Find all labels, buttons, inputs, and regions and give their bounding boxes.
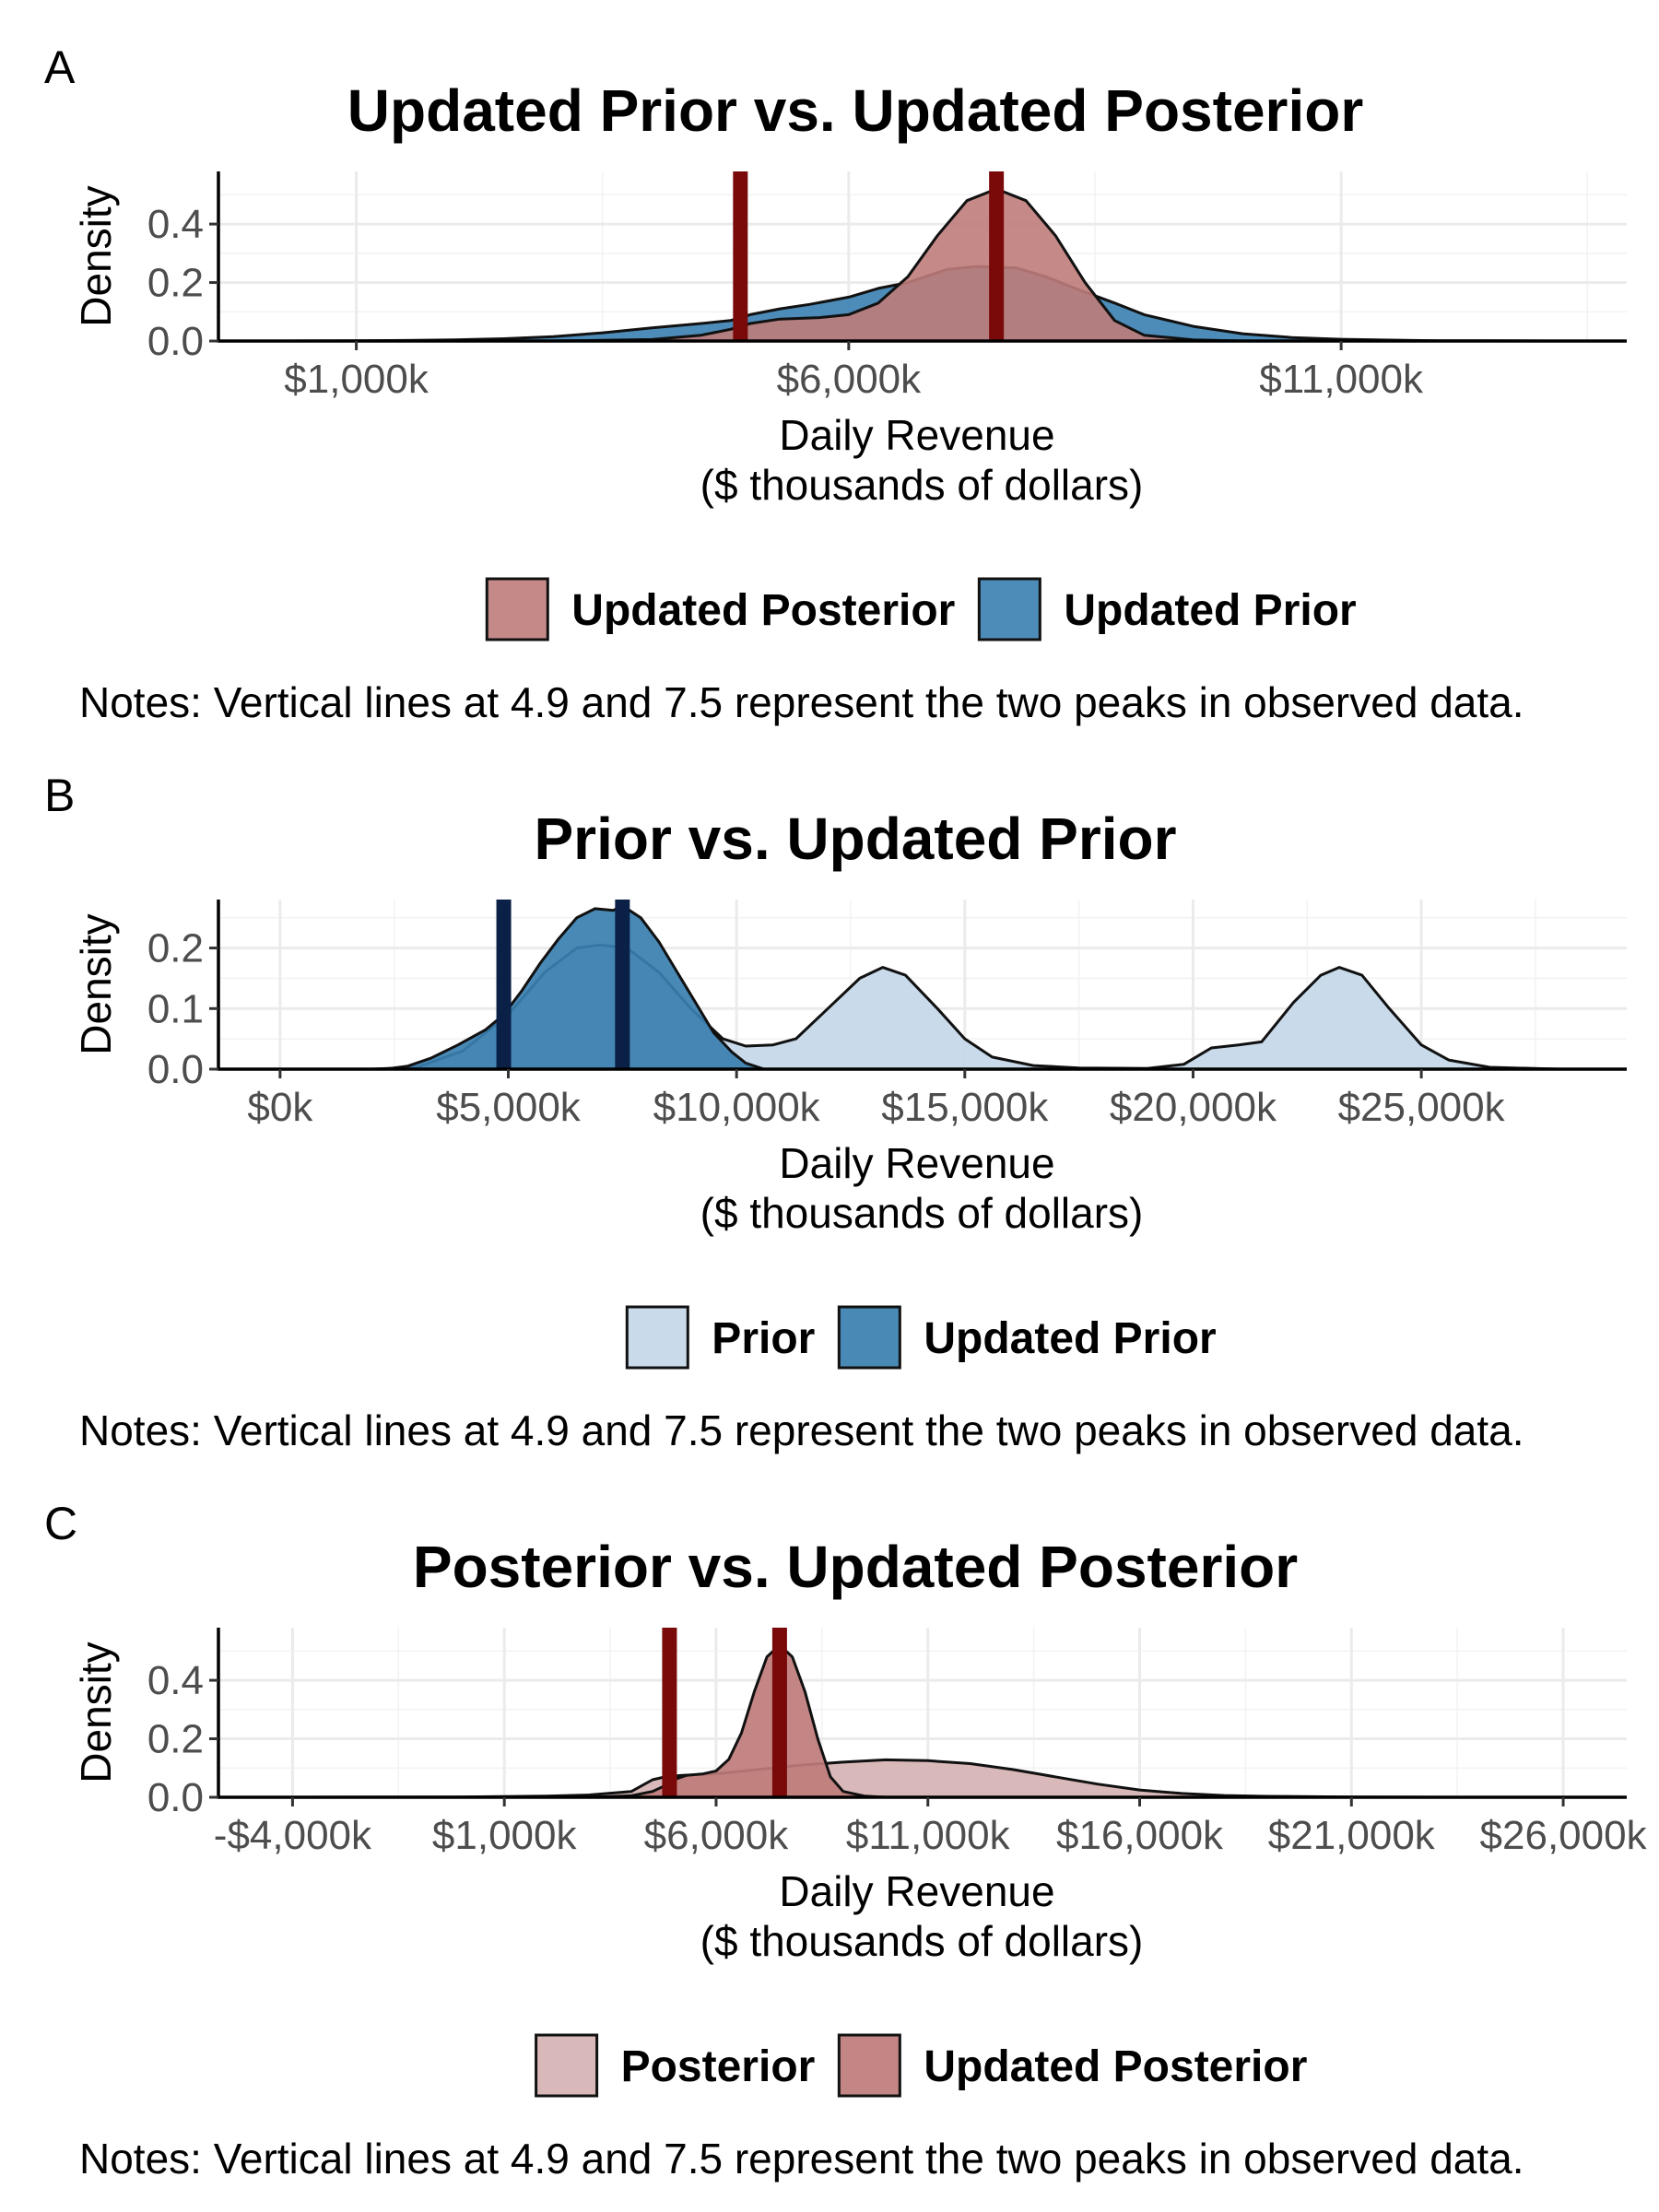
x-axis-subtitle: ($ thousands of dollars) [700,1917,1144,1965]
legend-swatch-posterior [535,2033,599,2098]
y-tick-label: 0.0 [147,1047,204,1092]
y-axis-title: Density [72,913,120,1054]
x-tick-label: $16,000k [1056,1813,1224,1858]
x-tick-label: $11,000k [1259,357,1424,402]
y-tick-label: 0.2 [147,261,204,306]
x-tick-label: $25,000k [1338,1085,1506,1130]
x-tick-label: $15,000k [881,1085,1049,1130]
legend-label-posterior: Posterior [621,2042,816,2091]
panel-a: A Updated Prior vs. Updated Posterior 0.0 0… [44,41,1627,726]
panel-letter: A [44,41,76,93]
legend-swatch-updated-posterior [485,577,549,641]
y-axis-title: Density [72,185,120,326]
x-tick-label: $21,000k [1268,1813,1436,1858]
legend: Updated Posterior Updated Prior [485,577,1357,641]
x-axis-title: Daily Revenue [779,411,1054,459]
vline-peak [662,1628,677,1797]
density-area-posterior [290,1758,1565,1799]
x-tick-label: $6,000k [644,1813,790,1858]
y-tick-label: 0.2 [147,1717,204,1762]
x-axis-title: Daily Revenue [779,1139,1054,1187]
chart-title: Posterior vs. Updated Posterior [413,1534,1298,1600]
y-axis-title: Density [72,1641,120,1783]
x-tick-label: -$4,000k [214,1813,372,1858]
x-tick-label: $5,000k [436,1085,582,1130]
vline-peak [496,900,512,1069]
x-axis-subtitle: ($ thousands of dollars) [700,1189,1144,1237]
x-tick-label: $1,000k [432,1813,578,1858]
x-tick-label: $10,000k [653,1085,821,1130]
legend-swatch-updated-prior [837,1305,901,1370]
y-tick-label: 0.2 [147,926,204,971]
vline-peak [989,171,1005,341]
legend-swatch-updated-posterior [837,2033,901,2098]
y-tick-label: 0.4 [147,1658,204,1703]
legend-label-updated-prior: Updated Prior [924,1314,1216,1363]
x-tick-label: $20,000k [1110,1085,1277,1130]
x-tick-label: $11,000k [846,1813,1011,1858]
y-tick-label: 0.1 [147,986,204,1031]
x-tick-label: $0k [247,1085,313,1130]
legend: Posterior Updated Posterior [535,2033,1307,2098]
chart-note: Notes: Vertical lines at 4.9 and 7.5 rep… [79,1406,1524,1454]
vline-peak [615,900,630,1069]
chart-title: Updated Prior vs. Updated Posterior [347,77,1363,144]
y-tick-label: 0.4 [147,202,204,247]
y-tick-label: 0.0 [147,1775,204,1820]
x-tick-label: $1,000k [284,357,429,402]
panel-c: C Posterior vs. Updated Posterior 0.0 0.2 0.… [44,1498,1648,2183]
legend-label-updated-posterior: Updated Posterior [571,586,955,635]
chart-title: Prior vs. Updated Prior [534,806,1176,872]
density-area-updated-prior [383,904,766,1071]
legend-label-updated-prior: Updated Prior [1064,586,1356,635]
x-tick-label: $26,000k [1480,1813,1648,1858]
legend-swatch-prior [625,1305,689,1370]
panel-b: B Prior vs. Updated Prior 0.0 0.1 0.2 $0k $5,0… [44,770,1627,1454]
x-axis-subtitle: ($ thousands of dollars) [700,461,1144,509]
legend-label-updated-posterior: Updated Posterior [924,2042,1307,2091]
density-areas [281,187,1549,343]
legend-swatch-updated-prior [977,577,1041,641]
chart-note: Notes: Vertical lines at 4.9 and 7.5 rep… [79,678,1524,726]
chart-note: Notes: Vertical lines at 4.9 and 7.5 rep… [79,2135,1524,2183]
vline-peak [771,1628,787,1797]
vline-peak [733,171,748,341]
y-tick-label: 0.0 [147,319,204,364]
panel-letter: C [44,1498,77,1549]
x-tick-label: $6,000k [777,357,923,402]
legend-label-prior: Prior [712,1314,815,1363]
density-areas [306,904,1560,1071]
x-axis-title: Daily Revenue [779,1867,1054,1915]
legend: Prior Updated Prior [625,1305,1217,1370]
panel-letter: B [44,770,75,821]
